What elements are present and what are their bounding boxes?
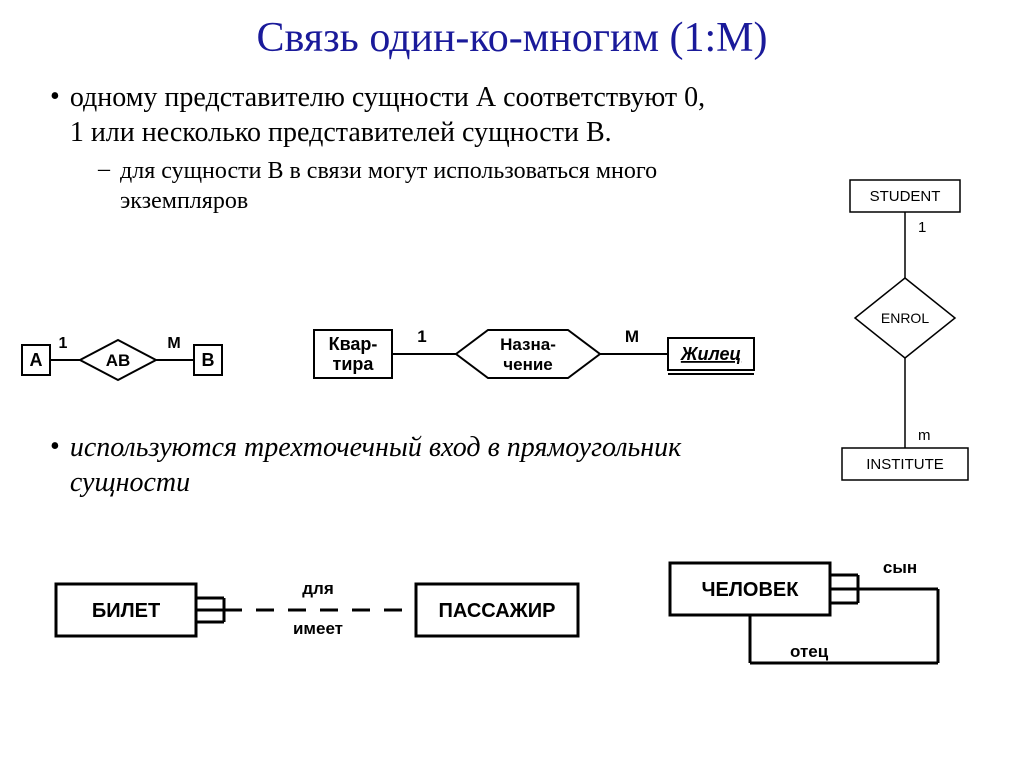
svg-text:для: для xyxy=(302,579,334,598)
svg-text:INSTITUTE: INSTITUTE xyxy=(866,456,944,473)
svg-text:STUDENT: STUDENT xyxy=(870,188,941,205)
svg-text:БИЛЕТ: БИЛЕТ xyxy=(92,600,160,622)
svg-text:имеет: имеет xyxy=(293,619,343,638)
svg-text:тира: тира xyxy=(333,354,375,374)
svg-text:1: 1 xyxy=(918,219,926,236)
svg-text:Жилец: Жилец xyxy=(680,344,741,364)
svg-text:АВ: АВ xyxy=(106,351,131,370)
svg-text:Назна-: Назна- xyxy=(500,335,556,354)
svg-text:ПАССАЖИР: ПАССАЖИР xyxy=(439,600,556,622)
svg-text:Квар-: Квар- xyxy=(329,334,378,354)
svg-text:отец: отец xyxy=(790,642,829,661)
svg-text:чение: чение xyxy=(503,355,553,374)
svg-text:ENROL: ENROL xyxy=(881,310,929,326)
bottom-left-er: БИЛЕТ для имеет ПАССАЖИР xyxy=(50,560,590,670)
svg-text:А: А xyxy=(30,350,43,370)
sub-1-text: для сущности В в связи могут использоват… xyxy=(120,156,680,216)
svg-text:m: m xyxy=(918,427,931,444)
right-er-diagram: STUDENT 1 ENROL m INSTITUTE xyxy=(810,170,1010,500)
bottom-right-er: ЧЕЛОВЕК сын отец xyxy=(650,545,990,705)
svg-text:ЧЕЛОВЕК: ЧЕЛОВЕК xyxy=(702,579,800,601)
svg-text:1: 1 xyxy=(59,335,68,352)
bullet-marker-2: • xyxy=(50,430,60,464)
bullet-marker: • xyxy=(50,80,60,114)
dash-marker: – xyxy=(98,156,110,183)
svg-text:сын: сын xyxy=(883,558,917,577)
slide-title: Связь один-ко-многим (1:М) xyxy=(0,0,1024,62)
svg-text:М: М xyxy=(167,335,180,352)
bullet-1-text: одному представителю сущности А соответс… xyxy=(70,80,710,150)
mid-left-er: А 1 АВ М В xyxy=(18,330,238,390)
mid-center-er: Квар- тира 1 Назна- чение М Жилец xyxy=(310,320,770,390)
svg-text:1: 1 xyxy=(417,327,426,346)
svg-text:В: В xyxy=(202,350,215,370)
svg-text:М: М xyxy=(625,327,639,346)
bullet-2-text: используются трехточечный вход в прямоуг… xyxy=(70,430,690,500)
